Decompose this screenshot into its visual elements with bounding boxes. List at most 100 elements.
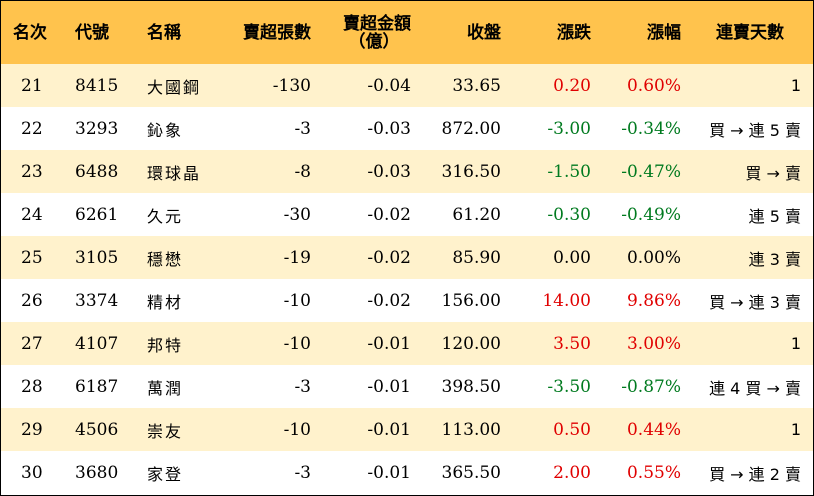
code-cell: 3374 xyxy=(75,290,119,311)
name-cell: 鈊象 xyxy=(147,120,184,140)
streak-cell: 買 → 連 5 賣 xyxy=(709,120,801,140)
code-cell: 6261 xyxy=(75,204,119,225)
change-pct-cell: -0.34% xyxy=(621,118,681,139)
name-cell: 精材 xyxy=(147,292,184,312)
code-cell: 3105 xyxy=(59,236,127,279)
net-sell-lots-cell: -130 xyxy=(207,64,317,107)
table-body: 21 8415 大國鋼 -130 -0.04 33.65 0.20 0.60% 1 22 3293 鈊… xyxy=(1,64,813,494)
change-pct-cell: 0.00% xyxy=(597,236,687,279)
col-header-name: 名稱 xyxy=(127,1,207,64)
net-sell-lots-cell: -10 xyxy=(207,408,317,451)
name-cell: 穩懋 xyxy=(127,236,207,279)
net-sell-amount-cell: -0.01 xyxy=(317,408,417,451)
rank-cell: 25 xyxy=(1,236,59,279)
col-header-net-sell-lots: 賣超張數 xyxy=(207,1,317,64)
table-row: 30 3680 家登 -3 -0.01 365.50 2.00 0.55% 買 → 連 2 賣 xyxy=(1,451,813,494)
change-cell: -3.50 xyxy=(547,376,591,397)
net-sell-amount-cell: -0.03 xyxy=(317,150,417,193)
change-pct-cell: 9.86% xyxy=(626,290,681,311)
name-cell: 萬潤 xyxy=(147,378,184,398)
col-header-rank: 名次 xyxy=(1,1,59,64)
streak-cell: 1 xyxy=(687,408,813,451)
name-cell: 久元 xyxy=(147,206,184,226)
net-sell-lots-cell: -3 xyxy=(294,462,311,483)
net-sell-amount-cell: -0.01 xyxy=(317,322,417,365)
net-sell-lots-cell: -19 xyxy=(207,236,317,279)
streak-cell: 1 xyxy=(687,64,813,107)
col-header-net-sell-amount-line2: （億） xyxy=(348,31,400,52)
streak-cell: 連 4 買 → 賣 xyxy=(709,378,801,398)
change-pct-cell: -0.47% xyxy=(597,150,687,193)
table-row: 29 4506 崇友 -10 -0.01 113.00 0.50 0.44% 1 xyxy=(1,408,813,451)
close-cell: 156.00 xyxy=(441,290,501,311)
col-header-code: 代號 xyxy=(59,1,127,64)
net-sell-lots-cell: -3 xyxy=(294,118,311,139)
change-pct-cell: 3.00% xyxy=(597,322,687,365)
net-sell-lots-cell: -3 xyxy=(294,376,311,397)
code-cell: 6187 xyxy=(75,376,119,397)
rank-cell: 24 xyxy=(21,204,43,225)
net-sell-amount-cell: -0.04 xyxy=(317,64,417,107)
rank-cell: 26 xyxy=(21,290,43,311)
change-cell: -3.00 xyxy=(547,118,591,139)
close-cell: 61.20 xyxy=(452,204,501,225)
change-cell: 0.20 xyxy=(507,64,597,107)
table-row: 25 3105 穩懋 -19 -0.02 85.90 0.00 0.00% 連 3 賣 xyxy=(1,236,813,279)
col-header-net-sell-amount: 賣超金額 （億） xyxy=(317,1,417,64)
change-cell: 3.50 xyxy=(507,322,597,365)
net-sell-lots-cell: -10 xyxy=(283,290,311,311)
change-cell: 14.00 xyxy=(542,290,591,311)
code-cell: 3680 xyxy=(75,462,119,483)
net-sell-lots-cell: -10 xyxy=(207,322,317,365)
close-cell: 365.50 xyxy=(441,462,501,483)
col-header-change: 漲跌 xyxy=(507,1,597,64)
col-header-close: 收盤 xyxy=(417,1,507,64)
name-cell: 崇友 xyxy=(127,408,207,451)
net-sell-lots-cell: -8 xyxy=(207,150,317,193)
streak-cell: 1 xyxy=(687,322,813,365)
change-pct-cell: 0.60% xyxy=(597,64,687,107)
net-sell-amount-cell: -0.02 xyxy=(317,236,417,279)
net-sell-lots-cell: -30 xyxy=(283,204,311,225)
net-sell-amount-cell: -0.02 xyxy=(367,290,411,311)
net-sell-amount-cell: -0.03 xyxy=(367,118,411,139)
name-cell: 大國鋼 xyxy=(127,64,207,107)
close-cell: 872.00 xyxy=(441,118,501,139)
streak-cell: 買 → 賣 xyxy=(687,150,813,193)
streak-cell: 買 → 連 3 賣 xyxy=(709,292,801,312)
change-pct-cell: 0.44% xyxy=(597,408,687,451)
change-cell: 0.00 xyxy=(507,236,597,279)
change-pct-cell: -0.87% xyxy=(621,376,681,397)
table-row: 26 3374 精材 -10 -0.02 156.00 14.00 9.86% 買 → 連 3 … xyxy=(1,279,813,322)
streak-cell: 買 → 連 2 賣 xyxy=(709,464,801,484)
streak-cell: 連 5 賣 xyxy=(748,206,801,226)
table-row: 23 6488 環球晶 -8 -0.03 316.50 -1.50 -0.47% 買 → 賣 xyxy=(1,150,813,193)
code-cell: 3293 xyxy=(75,118,119,139)
change-cell: -1.50 xyxy=(507,150,597,193)
code-cell: 4506 xyxy=(59,408,127,451)
col-header-net-sell-amount-line1: 賣超金額 xyxy=(343,13,411,34)
change-pct-cell: 0.55% xyxy=(626,462,681,483)
code-cell: 4107 xyxy=(59,322,127,365)
change-cell: 2.00 xyxy=(553,462,591,483)
code-cell: 8415 xyxy=(59,64,127,107)
close-cell: 398.50 xyxy=(441,376,501,397)
code-cell: 6488 xyxy=(59,150,127,193)
net-sell-amount-cell: -0.01 xyxy=(367,462,411,483)
close-cell: 33.65 xyxy=(417,64,507,107)
rank-cell: 29 xyxy=(1,408,59,451)
rank-cell: 27 xyxy=(1,322,59,365)
name-cell: 邦特 xyxy=(127,322,207,365)
table-row: 28 6187 萬潤 -3 -0.01 398.50 -3.50 -0.87% 連 4 買 → … xyxy=(1,365,813,408)
change-cell: 0.50 xyxy=(507,408,597,451)
col-header-change-pct: 漲幅 xyxy=(597,1,687,64)
name-cell: 環球晶 xyxy=(127,150,207,193)
rank-cell: 21 xyxy=(1,64,59,107)
rank-cell: 28 xyxy=(21,376,43,397)
close-cell: 316.50 xyxy=(417,150,507,193)
change-cell: -0.30 xyxy=(547,204,591,225)
table-row: 22 3293 鈊象 -3 -0.03 872.00 -3.00 -0.34% 買 → 連 5 … xyxy=(1,107,813,150)
rank-cell: 22 xyxy=(21,118,43,139)
streak-cell: 連 3 賣 xyxy=(687,236,813,279)
